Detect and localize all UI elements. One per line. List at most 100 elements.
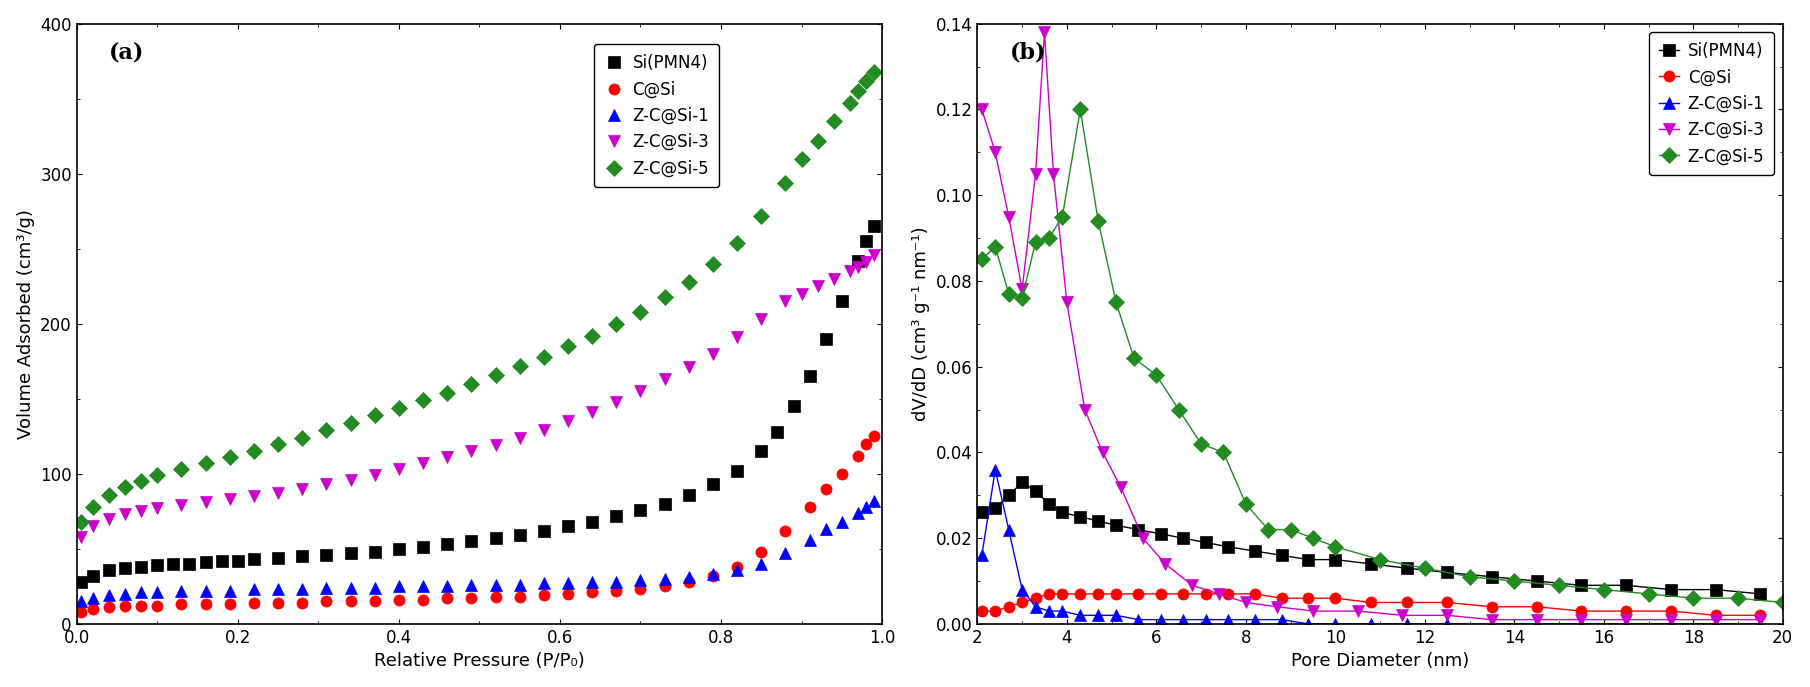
- Si(PMN4): [364, 548, 386, 556]
- Si(PMN4): [581, 518, 603, 526]
- Z-C@Si-1: [798, 536, 820, 544]
- Z-C@Si-5: [997, 290, 1019, 298]
- Z-C@Si-3: [436, 453, 458, 462]
- Z-C@Si-3: [1660, 616, 1681, 624]
- Si(PMN4): [1128, 526, 1149, 534]
- Y-axis label: dV/dD (cm³ g⁻¹ nm⁻¹): dV/dD (cm³ g⁻¹ nm⁻¹): [912, 227, 930, 421]
- C@Si: [1128, 589, 1149, 598]
- Z-C@Si-1: [702, 570, 724, 578]
- C@Si: [1298, 594, 1319, 602]
- Z-C@Si-3: [114, 510, 136, 519]
- Z-C@Si-5: [824, 117, 845, 125]
- C@Si: [630, 585, 652, 594]
- Z-C@Si-3: [340, 475, 362, 484]
- Z-C@Si-5: [1638, 589, 1660, 598]
- C@Si: [195, 600, 217, 609]
- Z-C@Si-5: [243, 447, 264, 455]
- Line: Si(PMN4): Si(PMN4): [976, 477, 1767, 600]
- Line: Z-C@Si-1: Z-C@Si-1: [76, 495, 880, 607]
- Z-C@Si-5: [509, 361, 530, 370]
- Z-C@Si-3: [1234, 598, 1256, 607]
- Si(PMN4): [98, 566, 119, 574]
- Z-C@Si-1: [630, 576, 652, 585]
- Z-C@Si-1: [98, 592, 119, 600]
- Z-C@Si-5: [1772, 598, 1794, 607]
- Z-C@Si-3: [1155, 560, 1176, 568]
- Z-C@Si-1: [985, 466, 1006, 474]
- Si(PMN4): [1298, 556, 1319, 564]
- C@Si: [581, 588, 603, 596]
- Z-C@Si-3: [413, 459, 434, 467]
- Z-C@Si-5: [1727, 594, 1748, 602]
- Z-C@Si-3: [1481, 616, 1502, 624]
- C@Si: [1149, 589, 1171, 598]
- C@Si: [1052, 589, 1073, 598]
- Si(PMN4): [268, 554, 290, 562]
- Z-C@Si-3: [1073, 405, 1095, 414]
- Z-C@Si-5: [1213, 449, 1234, 457]
- Z-C@Si-1: [679, 573, 700, 581]
- Z-C@Si-5: [985, 243, 1006, 251]
- Z-C@Si-3: [291, 485, 313, 493]
- Z-C@Si-5: [1280, 526, 1301, 534]
- C@Si: [997, 602, 1019, 611]
- Z-C@Si-5: [630, 308, 652, 316]
- Z-C@Si-5: [1368, 556, 1390, 564]
- Si(PMN4): [630, 506, 652, 514]
- Z-C@Si-1: [1070, 611, 1091, 620]
- Z-C@Si-5: [791, 155, 813, 163]
- Z-C@Si-3: [195, 498, 217, 506]
- Z-C@Si-5: [436, 389, 458, 397]
- C@Si: [1195, 589, 1216, 598]
- C@Si: [460, 594, 481, 602]
- Z-C@Si-5: [130, 477, 152, 486]
- Z-C@Si-3: [315, 480, 337, 488]
- Z-C@Si-3: [1347, 607, 1368, 615]
- C@Si: [775, 527, 796, 535]
- Z-C@Si-3: [1526, 616, 1548, 624]
- C@Si: [751, 548, 773, 556]
- C@Si: [1437, 598, 1459, 607]
- C@Si: [702, 572, 724, 580]
- Z-C@Si-5: [1504, 577, 1526, 585]
- C@Si: [1660, 607, 1681, 615]
- Z-C@Si-1: [195, 587, 217, 595]
- Z-C@Si-5: [854, 76, 876, 85]
- Z-C@Si-3: [1207, 589, 1229, 598]
- Si(PMN4): [485, 534, 507, 543]
- Z-C@Si-5: [1414, 564, 1435, 572]
- Z-C@Si-5: [195, 459, 217, 467]
- C@Si: [243, 599, 264, 607]
- Z-C@Si-3: [702, 350, 724, 358]
- Z-C@Si-1: [243, 585, 264, 594]
- Si(PMN4): [243, 555, 264, 563]
- Z-C@Si-1: [831, 518, 853, 526]
- Z-C@Si-1: [1325, 620, 1347, 628]
- C@Si: [1039, 589, 1061, 598]
- Si(PMN4): [1750, 589, 1772, 598]
- Z-C@Si-3: [854, 258, 876, 267]
- Z-C@Si-3: [840, 267, 862, 275]
- Si(PMN4): [1012, 478, 1034, 486]
- Z-C@Si-1: [606, 578, 628, 586]
- Z-C@Si-1: [485, 581, 507, 589]
- Z-C@Si-5: [315, 426, 337, 434]
- Si(PMN4): [606, 512, 628, 520]
- Z-C@Si-5: [460, 380, 481, 388]
- Si(PMN4): [1106, 521, 1128, 530]
- C@Si: [315, 597, 337, 605]
- Z-C@Si-5: [1191, 440, 1213, 448]
- Z-C@Si-3: [532, 426, 554, 434]
- Z-C@Si-1: [1052, 607, 1073, 615]
- C@Si: [291, 599, 313, 607]
- Z-C@Si-3: [364, 471, 386, 480]
- Z-C@Si-1: [726, 566, 748, 574]
- C@Si: [98, 603, 119, 611]
- Z-C@Si-1: [340, 584, 362, 592]
- C@Si: [1012, 598, 1034, 607]
- Z-C@Si-5: [1106, 298, 1128, 306]
- Z-C@Si-1: [1271, 616, 1292, 624]
- C@Si: [854, 440, 876, 448]
- Si(PMN4): [679, 491, 700, 499]
- Z-C@Si-3: [147, 504, 168, 513]
